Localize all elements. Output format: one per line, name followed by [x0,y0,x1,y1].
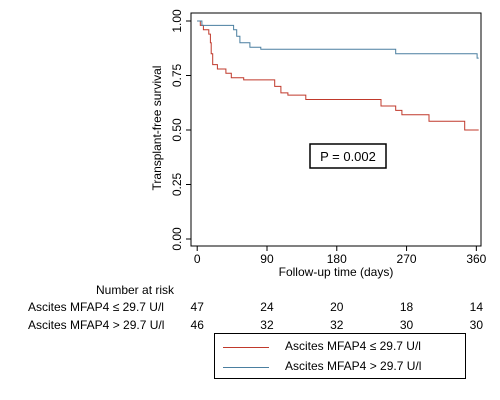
risk-value: 47 [190,300,204,314]
x-tick-label: 360 [466,252,486,266]
legend-swatch-high [223,367,269,368]
y-axis-title: Transplant-free survival [150,66,164,191]
x-axis-ticks: 0 90 180 270 360 [194,246,487,266]
risk-value: 32 [260,318,274,332]
legend-swatch-low [223,347,269,348]
x-tick-label: 0 [194,252,201,266]
risk-row-label-low: Ascites MFAP4 ≤ 29.7 U/l [28,300,164,314]
risk-value: 24 [260,300,274,314]
legend-label-low: Ascites MFAP4 ≤ 29.7 U/l [285,339,421,353]
series-line-low [197,20,479,131]
y-tick-label: 0.25 [170,172,184,196]
legend-label-high: Ascites MFAP4 > 29.7 U/l [285,359,422,373]
risk-value: 30 [469,318,484,332]
risk-value: 14 [469,300,484,314]
risk-value: 30 [399,318,414,332]
y-tick-label: 0.00 [170,227,184,251]
series-line-high [197,20,479,59]
risk-value: 20 [330,300,344,314]
p-value-annotation: P = 0.002 [320,149,376,164]
y-axis-ticks: 0.00 0.25 0.50 0.75 1.00 [170,9,191,251]
risk-value: 32 [330,318,344,332]
y-tick-label: 0.50 [170,118,184,142]
x-axis-title: Follow-up time (days) [279,265,394,279]
risk-value: 46 [190,318,204,332]
x-tick-label: 270 [397,252,417,266]
y-tick-label: 1.00 [170,9,184,33]
series-layer [197,20,479,131]
legend: Ascites MFAP4 ≤ 29.7 U/l Ascites MFAP4 >… [214,333,466,379]
y-tick-label: 0.75 [170,63,184,87]
risk-row-label-high: Ascites MFAP4 > 29.7 U/l [28,318,165,332]
risk-table-title: Number at risk [96,283,175,297]
risk-value: 18 [399,300,414,314]
x-tick-label: 90 [260,252,274,266]
x-tick-label: 180 [327,252,347,266]
plot-area-frame [190,12,482,247]
p-value-box [309,143,387,169]
